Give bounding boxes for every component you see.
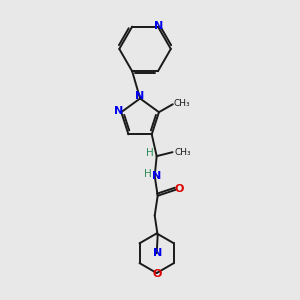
Text: O: O bbox=[175, 184, 184, 194]
Text: H: H bbox=[146, 148, 154, 158]
Text: N: N bbox=[114, 106, 123, 116]
Text: CH₃: CH₃ bbox=[174, 99, 190, 108]
Text: N: N bbox=[154, 21, 164, 31]
Text: N: N bbox=[153, 248, 162, 258]
Text: H: H bbox=[144, 169, 152, 179]
Text: CH₃: CH₃ bbox=[175, 148, 191, 157]
Text: N: N bbox=[152, 171, 161, 181]
Text: O: O bbox=[152, 269, 161, 279]
Text: N: N bbox=[136, 91, 145, 100]
